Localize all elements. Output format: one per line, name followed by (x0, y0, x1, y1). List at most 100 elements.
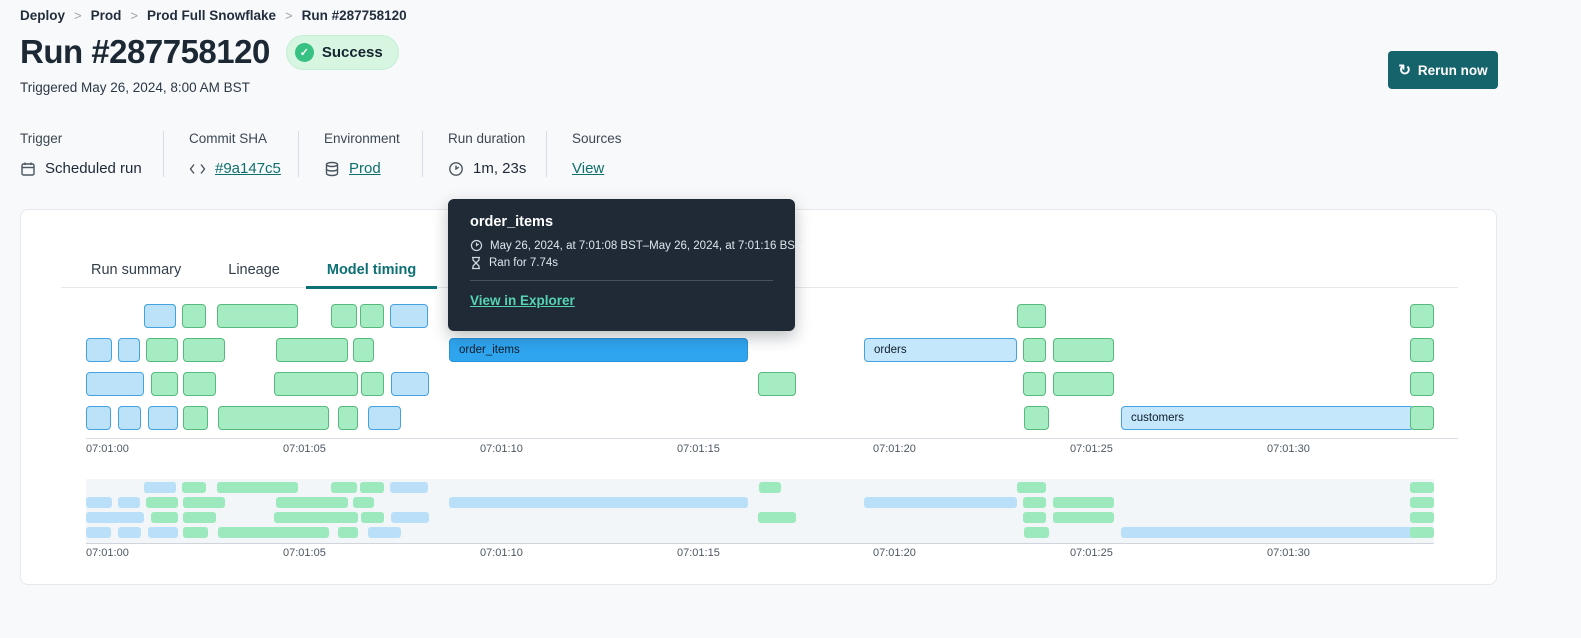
gantt-mini-axis-ticks: 07:01:00 07:01:05 07:01:10 07:01:15 07:01:20… (86, 547, 1458, 561)
mini-bar (118, 527, 141, 538)
status-badge: ✓ Success (285, 34, 399, 70)
view-in-explorer-link[interactable]: View in Explorer (470, 293, 575, 308)
mini-bar (759, 482, 781, 493)
gantt-bar[interactable] (1410, 338, 1434, 362)
gantt-bar[interactable] (151, 372, 178, 396)
axis-tick-label: 07:01:20 (873, 547, 916, 559)
breadcrumb-prod[interactable]: Prod (90, 8, 122, 23)
breadcrumb-separator: > (74, 8, 82, 23)
tooltip-time-range: May 26, 2024, at 7:01:08 BST–May 26, 202… (490, 239, 802, 252)
mini-bar (1410, 482, 1434, 493)
gantt-bar[interactable] (86, 372, 144, 396)
gantt-bar-customers[interactable]: customers (1121, 406, 1414, 430)
gantt-bar-order_items[interactable]: order_items (449, 338, 748, 362)
axis-tick-label: 07:01:15 (677, 443, 720, 455)
mini-bar (144, 482, 176, 493)
mini-bar (86, 512, 144, 523)
breadcrumb: Deploy > Prod > Prod Full Snowflake > Ru… (20, 8, 407, 23)
mini-bar (391, 512, 429, 523)
breadcrumb-run[interactable]: Run #287758120 (301, 8, 407, 23)
gantt-bar[interactable] (217, 304, 298, 328)
mini-bar (331, 482, 357, 493)
rerun-now-button[interactable]: ↻ Rerun now (1388, 51, 1498, 89)
gantt-main-axis-ticks: 07:01:00 07:01:05 07:01:10 07:01:15 07:01:20… (86, 443, 1458, 457)
mini-bar (338, 527, 358, 538)
gantt-bar[interactable] (1053, 338, 1114, 362)
triggered-timestamp: Triggered May 26, 2024, 8:00 AM BST (20, 80, 250, 95)
gantt-bar[interactable] (218, 406, 329, 430)
gantt-bar[interactable] (148, 406, 178, 430)
gantt-bar[interactable] (1017, 304, 1046, 328)
clock-icon (470, 239, 483, 252)
success-check-icon: ✓ (294, 42, 314, 62)
gantt-bar[interactable] (86, 406, 111, 430)
gantt-bar[interactable] (1053, 372, 1114, 396)
mini-bar (353, 497, 374, 508)
axis-tick-label: 07:01:20 (873, 443, 916, 455)
gantt-bar[interactable] (391, 372, 429, 396)
gantt-bar[interactable] (390, 304, 428, 328)
tab-lineage[interactable]: Lineage (228, 261, 280, 278)
mini-bar (183, 527, 208, 538)
model-tooltip: order_items May 26, 2024, at 7:01:08 BST… (448, 199, 802, 331)
gantt-bar[interactable] (360, 304, 384, 328)
breadcrumb-deploy[interactable]: Deploy (20, 8, 66, 23)
mini-bar (758, 512, 796, 523)
commit-sha-link[interactable]: #9a147c5 (215, 160, 281, 177)
calendar-icon (21, 162, 35, 176)
gantt-bar[interactable] (331, 304, 357, 328)
gantt-bar[interactable] (353, 338, 374, 362)
gantt-bar[interactable] (183, 338, 225, 362)
gantt-bar[interactable] (183, 406, 208, 430)
mini-bar (86, 527, 111, 538)
gantt-bar[interactable] (118, 406, 141, 430)
gantt-bar[interactable] (1410, 304, 1434, 328)
tab-run-summary[interactable]: Run summary (91, 261, 182, 278)
mini-bar (146, 497, 178, 508)
mini-bar (151, 512, 178, 523)
axis-tick-label: 07:01:30 (1267, 443, 1310, 455)
gantt-bar[interactable] (1023, 372, 1046, 396)
gantt-bar[interactable] (274, 372, 358, 396)
gantt-bar[interactable] (183, 372, 216, 396)
mini-bar (1121, 527, 1414, 538)
gantt-bar[interactable] (758, 372, 796, 396)
gantt-bar[interactable] (361, 372, 384, 396)
tooltip-model-name: order_items (470, 214, 554, 230)
gantt-bar[interactable] (1023, 338, 1046, 362)
axis-tick-label: 07:01:05 (283, 547, 326, 559)
axis-tick-label: 07:01:25 (1070, 547, 1113, 559)
axis-tick-label: 07:01:10 (480, 443, 523, 455)
tab-model-timing[interactable]: Model timing (305, 251, 438, 289)
gantt-mini-plot[interactable] (86, 479, 1434, 544)
meta-value-duration: 1m, 23s (473, 160, 527, 177)
meta-label-duration: Run duration (448, 131, 526, 146)
environment-link[interactable]: Prod (349, 160, 381, 177)
mini-bar (1053, 497, 1114, 508)
gantt-bar[interactable] (368, 406, 401, 430)
gantt-bar[interactable] (276, 338, 348, 362)
gantt-bar[interactable] (1410, 372, 1434, 396)
mini-bar (449, 497, 748, 508)
axis-tick-label: 07:01:00 (86, 443, 129, 455)
gantt-bar-orders[interactable]: orders (864, 338, 1017, 362)
sources-view-link[interactable]: View (572, 160, 605, 177)
meta-value-trigger: Scheduled run (45, 160, 142, 177)
mini-bar (183, 497, 225, 508)
gantt-bar[interactable] (144, 304, 176, 328)
mini-bar (1023, 512, 1046, 523)
gantt-bar[interactable] (146, 338, 178, 362)
mini-bar (1410, 527, 1434, 538)
mini-bar (217, 482, 298, 493)
gantt-bar[interactable] (1410, 406, 1434, 430)
tooltip-divider (470, 280, 773, 281)
axis-tick-label: 07:01:25 (1070, 443, 1113, 455)
gantt-bar[interactable] (182, 304, 206, 328)
gantt-bar[interactable] (86, 338, 112, 362)
meta-label-trigger: Trigger (20, 131, 63, 146)
gantt-bar[interactable] (1024, 406, 1049, 430)
gantt-bar[interactable] (338, 406, 358, 430)
mini-bar (1024, 527, 1049, 538)
gantt-bar[interactable] (118, 338, 140, 362)
breadcrumb-job[interactable]: Prod Full Snowflake (146, 8, 276, 23)
